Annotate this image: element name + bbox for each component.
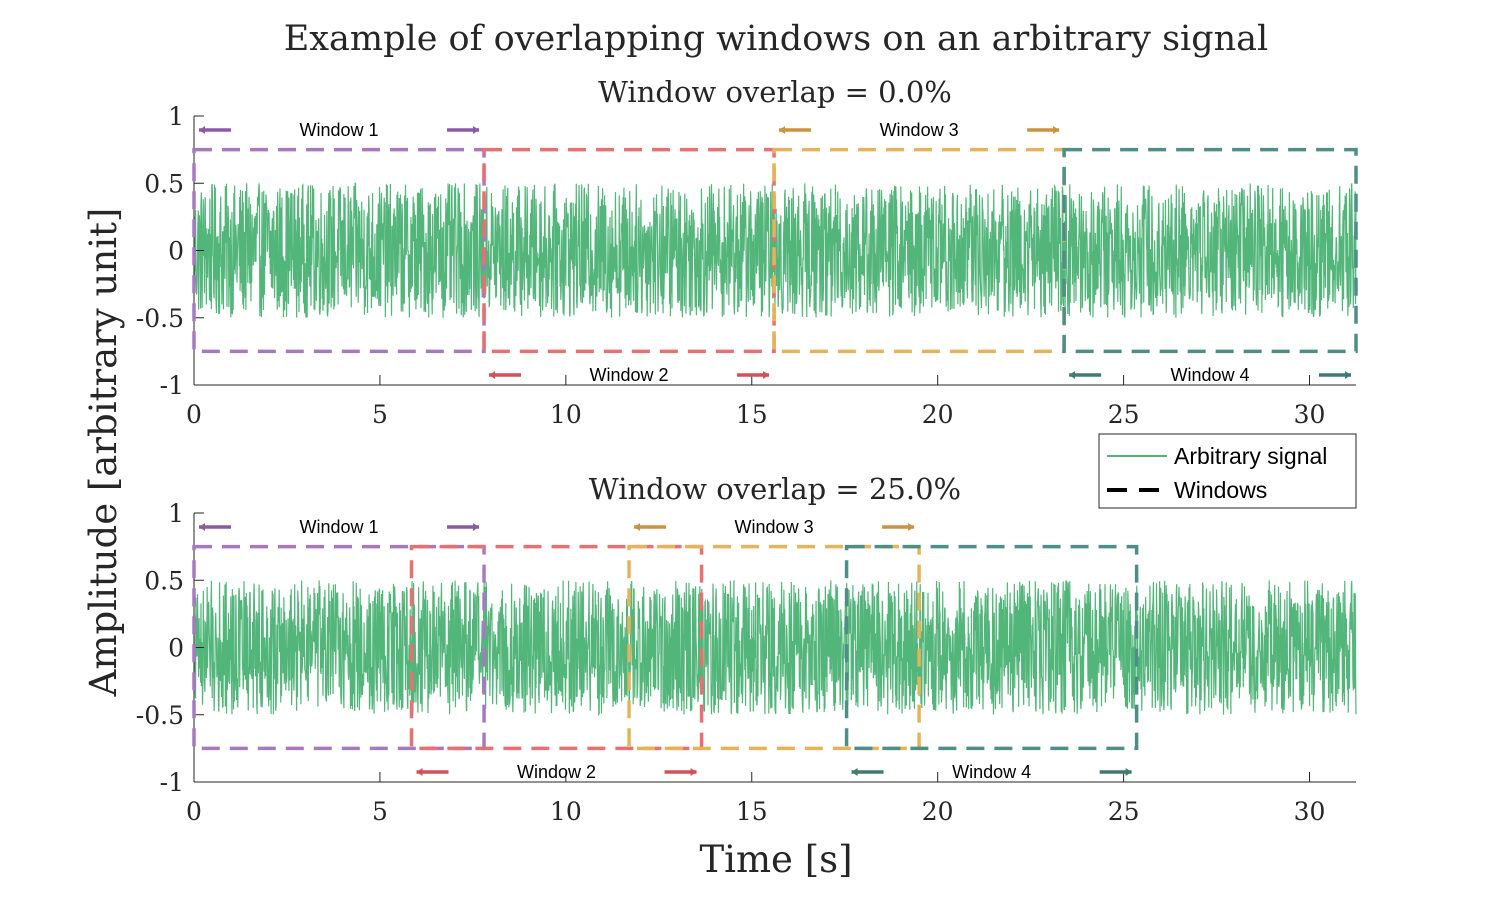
window-rect-2: [409, 544, 704, 751]
x-tick-label: 30: [1294, 797, 1326, 826]
x-tick-label: 25: [1108, 797, 1140, 826]
panel-overlap-0: Window overlap = 0.0% 0 5 10 15 20 25 30 1 0.5 0 -0…: [136, 75, 1358, 429]
x-tick-label: 15: [736, 797, 768, 826]
window-arrowhead-right: [690, 768, 697, 776]
window-label-3: Window 3: [735, 517, 814, 537]
x-tick-label: 5: [372, 400, 388, 429]
y-tick-label: 0.5: [144, 169, 184, 198]
panel-overlap-25: Window overlap = 25.0%0 5 10 15 20 25 3010.50-…: [136, 472, 1357, 826]
window-arrowhead-right: [908, 523, 915, 531]
x-tick-label: 0: [186, 797, 202, 826]
window-label-2: Window 2: [517, 762, 596, 782]
window-arrowhead-left: [779, 126, 786, 134]
x-tick-label: 0: [186, 400, 202, 429]
window-arrowhead-right: [1053, 126, 1060, 134]
signal-line: [193, 580, 1357, 717]
x-tick-label: 10: [550, 797, 582, 826]
y-axis-label: Amplitude [arbitrary unit]: [82, 208, 125, 698]
window-rect-2: [482, 147, 776, 354]
window-label-2: Window 2: [590, 365, 669, 385]
window-label-3: Window 3: [880, 120, 959, 140]
x-tick-label: 20: [922, 400, 954, 429]
window-rect-1: [192, 544, 486, 751]
y-tick-label: -0.5: [136, 304, 184, 333]
legend: Arbitrary signal Windows: [1098, 433, 1357, 509]
x-tick-label: 10: [550, 400, 582, 429]
window-arrowhead-right: [473, 126, 480, 134]
figure-title: Example of overlapping windows on an arb…: [284, 19, 1269, 59]
window-label-1: Window 1: [300, 120, 379, 140]
y-tick-label: -0.5: [136, 701, 184, 730]
window-label-1: Window 1: [300, 517, 379, 537]
y-tick-label: 0: [168, 634, 184, 663]
y-tick-label: 0.5: [144, 566, 184, 595]
legend-box: [1098, 433, 1357, 509]
window-arrowhead-right: [1345, 371, 1351, 379]
window-rect-3: [627, 544, 921, 751]
window-label-4: Window 4: [1171, 365, 1250, 385]
window-arrowhead-left: [1069, 371, 1076, 379]
x-axis-label: Time [s]: [699, 838, 852, 881]
y-tick-label: -1: [160, 768, 184, 797]
window-rect-3: [772, 147, 1066, 354]
window-rect-1: [192, 147, 486, 354]
panel-title: Window overlap = 0.0%: [598, 75, 952, 109]
y-tick-label: 1: [168, 499, 184, 528]
legend-signal-label: Arbitrary signal: [1174, 443, 1327, 469]
window-arrowhead-right: [473, 523, 480, 531]
window-arrowhead-left: [489, 371, 496, 379]
window-arrowhead-left: [416, 768, 423, 776]
window-arrowhead-left: [634, 523, 641, 531]
window-arrowhead-left: [199, 126, 205, 134]
y-tick-label: 1: [168, 102, 184, 131]
window-label-4: Window 4: [952, 762, 1031, 782]
window-arrowhead-left: [851, 768, 858, 776]
x-tick-label: 25: [1108, 400, 1140, 429]
window-arrowhead-right: [1125, 768, 1132, 776]
x-tick-label: 30: [1294, 400, 1326, 429]
x-tick-label: 20: [922, 797, 954, 826]
window-rect-4: [1062, 147, 1358, 354]
x-tick-label: 5: [372, 797, 388, 826]
x-tick-label: 15: [736, 400, 768, 429]
panel-title: Window overlap = 25.0%: [589, 472, 961, 506]
y-tick-label: 0: [168, 237, 184, 266]
y-tick-label: -1: [160, 371, 184, 400]
window-arrowhead-left: [199, 523, 205, 531]
window-rect-4: [844, 544, 1139, 751]
legend-windows-label: Windows: [1174, 477, 1267, 503]
window-arrowhead-right: [763, 371, 770, 379]
